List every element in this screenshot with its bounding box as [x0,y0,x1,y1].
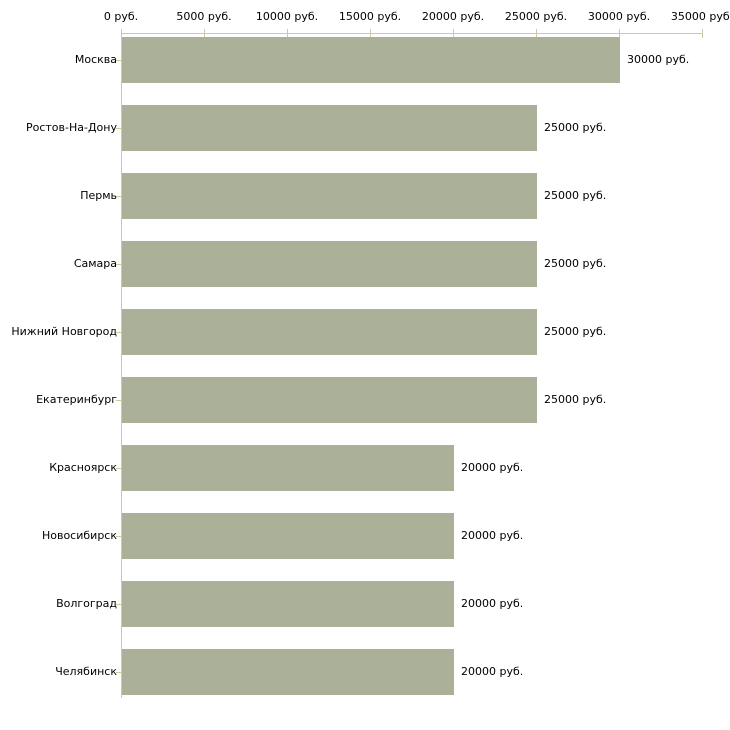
bar [122,309,537,355]
bar [122,173,537,219]
x-axis-tick-label: 30000 руб. [587,10,651,23]
category-label: Новосибирск [41,529,117,542]
value-label: 20000 руб. [461,665,524,678]
bar [122,241,537,287]
category-label: Пермь [80,189,117,202]
bar [122,581,454,627]
y-axis-line [121,33,122,698]
bar [122,649,454,695]
y-axis-tick [116,128,121,129]
category-label: Ростов-На-Дону [25,121,117,134]
x-axis-tick-label: 35000 руб. [670,10,730,23]
y-axis-tick [116,60,121,61]
value-label: 25000 руб. [544,189,607,202]
y-axis-tick [116,264,121,265]
bar [122,445,454,491]
value-label: 20000 руб. [461,461,524,474]
value-label: 25000 руб. [544,257,607,270]
y-axis-tick [116,536,121,537]
category-label: Нижний Новгород [11,325,117,338]
value-label: 20000 руб. [461,529,524,542]
y-axis-tick [116,400,121,401]
x-axis-tick-label: 15000 руб. [338,10,402,23]
x-axis-tick-label: 5000 руб. [176,10,232,23]
value-label: 30000 руб. [627,53,690,66]
x-axis-line [121,33,703,34]
category-label: Волгоград [56,597,117,610]
category-label: Москва [74,53,117,66]
x-axis-tick-label: 25000 руб. [504,10,568,23]
category-label: Красноярск [49,461,117,474]
y-axis-tick [116,672,121,673]
value-label: 25000 руб. [544,393,607,406]
value-label: 20000 руб. [461,597,524,610]
value-label: 25000 руб. [544,121,607,134]
y-axis-tick [116,468,121,469]
y-axis-tick [116,196,121,197]
category-label: Челябинск [55,665,117,678]
x-axis-tick-label: 0 руб. [103,10,139,23]
x-axis-tick-label: 20000 руб. [421,10,485,23]
value-label: 25000 руб. [544,325,607,338]
bar [122,105,537,151]
x-axis-tick-label: 10000 руб. [255,10,319,23]
y-axis-tick [116,332,121,333]
bar [122,37,620,83]
category-label: Екатеринбург [36,393,117,406]
y-axis-tick [116,604,121,605]
category-label: Самара [73,257,117,270]
bar [122,377,537,423]
bar [122,513,454,559]
